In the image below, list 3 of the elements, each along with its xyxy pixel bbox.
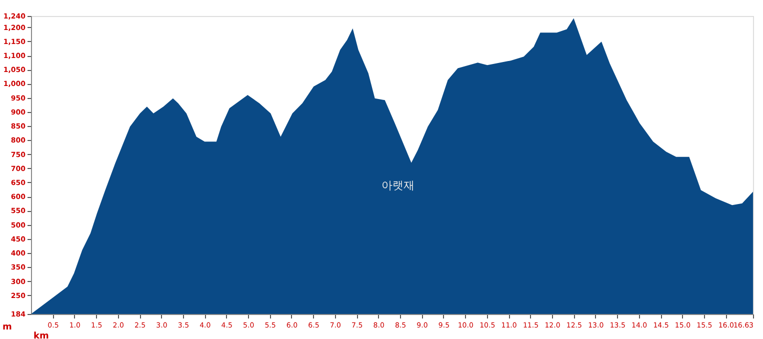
annotation: 아랫재 [381,178,414,192]
x-axis-title: km [34,332,49,339]
y-axis-title: m [2,322,12,332]
